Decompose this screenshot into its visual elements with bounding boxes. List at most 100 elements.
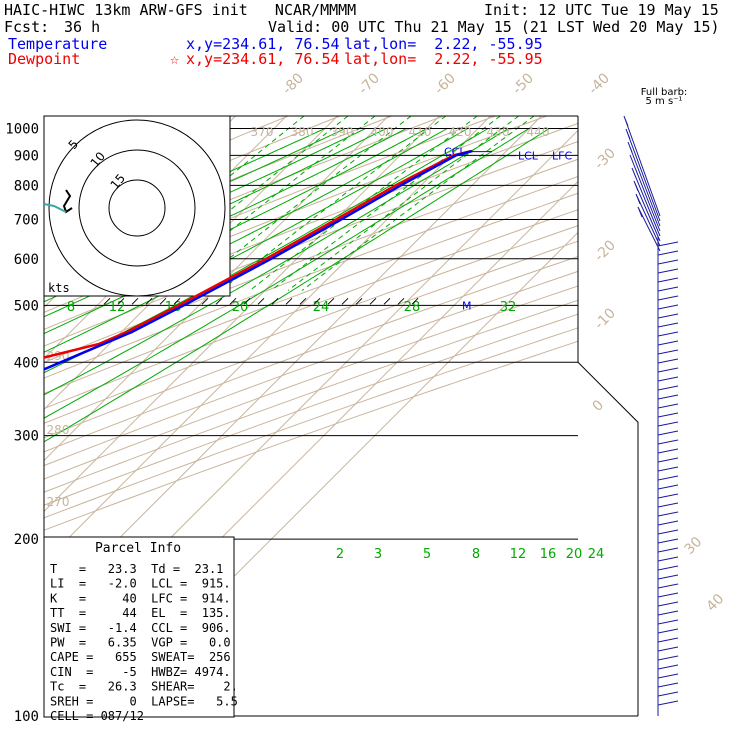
header-fcst-label: Fcst:: [4, 18, 50, 36]
legend-dewpoint-latlon: lat,lon= 2.22, -55.95: [344, 50, 543, 68]
dry-adiabat-line: [44, 175, 578, 379]
hatch-mark: [397, 297, 405, 305]
wind-barb: [657, 691, 679, 697]
wind-barb: [657, 466, 679, 472]
wind-barb: [657, 322, 679, 328]
parcel-info-background: [43, 536, 235, 718]
legend-temperature-label: Temperature: [8, 35, 108, 53]
isotherm-label: -40: [586, 70, 613, 97]
pressure-tick-label: 700: [14, 212, 39, 228]
wind-barb: [657, 412, 679, 418]
parcel-info-box: Parcel Info T = 23.3 Td = 23.1LI = -2.0 L…: [43, 536, 238, 723]
theta-label: 410: [409, 125, 432, 139]
hatch-mark: [411, 297, 419, 305]
pressure-tick-label: 1000: [5, 121, 39, 137]
wind-barb-upper: [625, 128, 661, 222]
mixing-ratio-label: 2: [336, 547, 344, 562]
parcel-info-row: CAPE = 655 SWEAT= 256: [50, 650, 231, 664]
hatch-mark: [257, 297, 265, 305]
isotherm-line: [0, 116, 31, 716]
wind-barb-upper: [633, 180, 661, 242]
wind-barb: [657, 493, 679, 499]
hatch-mark: [383, 297, 391, 305]
hatch-mark: [341, 297, 349, 305]
hodograph-ring: [78, 149, 196, 267]
wind-barb: [657, 439, 679, 445]
isotherm-label: 30: [682, 534, 706, 558]
dry-adiabat-line: [44, 225, 578, 424]
isotherm-label: -70: [356, 70, 383, 97]
wind-barb: [657, 583, 679, 589]
mixing-ratio-line: [301, 116, 535, 291]
hodograph-units: kts: [48, 281, 70, 295]
theta-label: 420: [449, 125, 472, 139]
parcel-info-row: SWI = -1.4 CCL = 906.: [50, 621, 231, 635]
pressure-tick-label: 100: [14, 709, 39, 725]
wind-barb: [657, 601, 679, 607]
hatch-mark: [299, 297, 307, 305]
hatch-mark: [145, 297, 153, 305]
mixing-ratio-label: 16: [540, 547, 557, 562]
sounding-profiles: [44, 149, 473, 371]
hatch-mark: [313, 297, 321, 305]
hatch-mark: [201, 297, 209, 305]
wind-barb: [657, 628, 679, 634]
isotherm-line: [44, 116, 491, 564]
parcel-info-row: LI = -2.0 LCL = 915.: [50, 577, 231, 591]
lcl-marker-label: LCL: [518, 150, 539, 163]
wind-barb: [657, 538, 679, 544]
wind-barbs: Full barb:5 m s⁻¹: [623, 87, 687, 716]
wind-barb: [657, 502, 679, 508]
dry-adiabat-line: [44, 327, 578, 519]
dry-adiabat-line: [44, 209, 578, 410]
wind-barb: [657, 313, 679, 319]
wind-barb: [657, 349, 679, 355]
mixing-ratio-label: 3: [374, 547, 382, 562]
wind-barb: [657, 286, 679, 292]
mixing-ratio-line: [270, 116, 501, 291]
dry-adiabat-line: [44, 255, 578, 453]
wind-barb: [657, 592, 679, 598]
wind-barb-upper: [635, 193, 661, 247]
wind-barb: [657, 376, 679, 382]
isotherm-line: [44, 116, 542, 615]
theta-label: 440: [527, 125, 550, 139]
mixing-ratio-label: 12: [510, 547, 527, 562]
isotherm-label: -80: [280, 70, 307, 97]
pressure-tick-label: 400: [14, 355, 39, 371]
wind-barb-upper: [631, 167, 661, 237]
theta-label: 280: [47, 423, 70, 437]
pressure-tick-label: 900: [14, 148, 39, 164]
wind-barb: [657, 250, 679, 256]
mixing-ratio-line: [287, 116, 520, 291]
hatch-mark: [103, 297, 111, 305]
pressure-tick-label: 200: [14, 532, 39, 548]
wind-barb: [657, 511, 679, 517]
hatch-mark: [117, 297, 125, 305]
wind-barb: [657, 682, 679, 688]
legend-dewpoint-label: Dewpoint: [8, 50, 81, 68]
dewpoint-profile-line: [44, 149, 472, 359]
moist-adiabat-label: 28: [404, 300, 421, 315]
wind-barb: [657, 259, 679, 265]
pressure-tick-label: 300: [14, 429, 39, 445]
isotherm-label: -30: [592, 145, 619, 172]
parcel-info-row: CELL = 087/12: [50, 709, 144, 723]
m-marker-label: M: [462, 299, 472, 312]
wind-barb: [657, 340, 679, 346]
pressure-tick-label: 500: [14, 298, 39, 314]
temperature-profile-line: [44, 149, 473, 371]
parcel-info-row: PW = 6.35 VGP = 0.0: [50, 636, 231, 650]
parcel-info-title: Parcel Info: [95, 541, 181, 556]
hatch-mark: [285, 297, 293, 305]
mixing-ratio-line: [249, 116, 478, 291]
wind-barb: [657, 304, 679, 310]
wind-barb-upper: [629, 154, 661, 232]
theta-label: 370: [251, 125, 274, 139]
dry-adiabat-line: [44, 141, 578, 347]
dry-adiabat-line: [44, 240, 578, 439]
moist-adiabat-label: 12: [109, 300, 126, 315]
mixing-ratio-label: 24: [588, 547, 605, 562]
